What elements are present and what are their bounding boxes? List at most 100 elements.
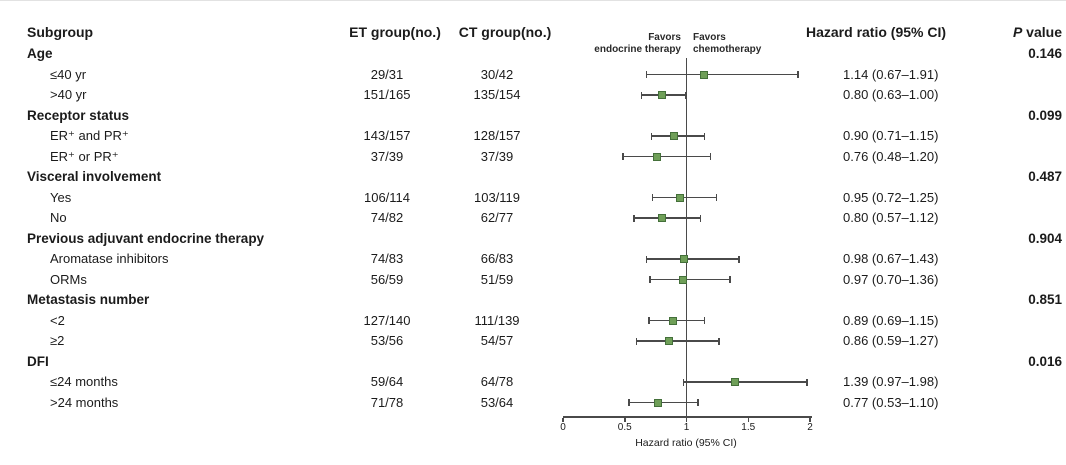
ct-group-value: 62/77 <box>480 210 514 225</box>
x-axis-tick <box>809 417 811 422</box>
subgroup-group-label: Previous adjuvant endocrine therapy <box>27 230 265 246</box>
ci-cap-right <box>699 214 702 222</box>
hr-point-marker <box>680 255 689 263</box>
ci-whisker-line <box>633 217 702 219</box>
ct-group-value: 64/78 <box>480 374 514 389</box>
ci-whisker-line <box>635 340 720 342</box>
ct-group-value: 51/59 <box>480 271 514 287</box>
hazard-ratio-ci-value: 1.14 (0.67–1.91) <box>843 66 939 82</box>
x-axis-tick <box>685 417 688 422</box>
hr-point-marker <box>665 337 674 345</box>
hazard-ratio-ci-value: 0.95 (0.72–1.25) <box>843 189 939 205</box>
ci-cap-right <box>703 132 706 140</box>
column-header-ct-group: CT group(no.) <box>458 24 552 40</box>
favors-chemotherapy-label: Favors chemotherapy <box>693 32 833 56</box>
ci-cap-right <box>715 194 718 201</box>
ct-group-value: 53/64 <box>480 394 514 410</box>
subgroup-item-label: <2 <box>50 312 65 328</box>
hr-point-marker <box>699 70 708 79</box>
x-axis-tick-label: 1.5 <box>741 422 756 433</box>
ci-cap-right <box>703 317 706 324</box>
subgroup-item-label: >40 yr <box>50 87 87 102</box>
ci-whisker-line <box>649 278 731 281</box>
ci-cap-right <box>806 378 808 386</box>
hr-point-marker <box>668 316 677 325</box>
ci-whisker-line <box>682 381 808 383</box>
et-group-value: 56/59 <box>370 271 404 287</box>
column-header-hazard-ratio: Hazard ratio (95% CI) <box>806 24 947 40</box>
group-p-value: 0.851 <box>1028 292 1062 307</box>
hr-point-marker <box>654 398 663 407</box>
hazard-ratio-ci-value: 0.90 (0.71–1.15) <box>843 128 939 143</box>
p-value-header-italic-p: P <box>1012 24 1023 40</box>
x-axis-tick-label: 0 <box>560 422 566 433</box>
favors-chemotherapy-line1: Favors <box>693 32 726 43</box>
et-group-value: 29/31 <box>370 66 404 82</box>
group-p-value: 0.099 <box>1028 107 1062 123</box>
subgroup-group-label: Metastasis number <box>27 292 150 307</box>
subgroup-item-label: ER⁺ or PR⁺ <box>50 148 119 164</box>
subgroup-group-label: DFI <box>27 353 49 369</box>
hazard-ratio-ci-value: 0.80 (0.63–1.00) <box>843 87 939 102</box>
ci-cap-left <box>645 255 648 263</box>
group-p-value: 0.016 <box>1028 353 1062 369</box>
ci-cap-right <box>718 337 720 345</box>
ci-whisker-line <box>645 73 799 76</box>
favors-endocrine-line2: endocrine therapy <box>594 44 681 55</box>
x-axis-line <box>563 416 812 418</box>
ct-group-value: 135/154 <box>473 87 521 102</box>
ct-group-value: 37/39 <box>480 148 514 164</box>
et-group-value: 71/78 <box>370 394 404 410</box>
ci-whisker-line <box>622 155 712 158</box>
ci-cap-left <box>635 337 638 345</box>
ct-group-value: 66/83 <box>480 251 514 266</box>
ct-group-value: 54/57 <box>480 333 514 348</box>
et-group-value: 37/39 <box>370 148 404 164</box>
favors-endocrine-label: Favors endocrine therapy <box>551 32 681 56</box>
p-value-header-rest: value <box>1022 24 1062 40</box>
x-axis-tick <box>747 417 749 422</box>
hr-point-marker <box>730 378 739 386</box>
ci-cap-left <box>633 214 635 222</box>
ci-cap-left <box>640 91 643 99</box>
subgroup-item-label: ≤40 yr <box>50 66 87 82</box>
ct-group-value: 30/42 <box>480 66 514 82</box>
ci-cap-left <box>682 378 685 386</box>
ci-cap-right <box>738 255 740 263</box>
et-group-value: 53/56 <box>370 333 404 348</box>
x-axis-tick-label: 0.5 <box>617 422 632 433</box>
ci-cap-right <box>797 71 799 78</box>
hr-point-marker <box>652 152 661 161</box>
hr-point-marker <box>678 275 687 284</box>
reference-line-hr-1 <box>685 58 688 416</box>
x-axis-title: Hazard ratio (95% CI) <box>635 437 737 449</box>
et-group-value: 151/165 <box>363 87 411 102</box>
et-group-value: 74/82 <box>370 210 404 225</box>
ct-group-value: 111/139 <box>474 312 520 328</box>
group-p-value: 0.487 <box>1028 169 1062 184</box>
subgroup-item-label: ≤24 months <box>50 374 118 389</box>
hr-point-marker <box>657 91 666 99</box>
ci-cap-right <box>685 91 687 99</box>
et-group-value: 59/64 <box>370 374 404 389</box>
subgroup-item-label: ≥2 <box>50 333 65 348</box>
ci-cap-right <box>697 399 699 406</box>
subgroup-group-label: Age <box>27 46 53 61</box>
hazard-ratio-ci-value: 1.39 (0.97–1.98) <box>843 374 939 389</box>
hazard-ratio-ci-value: 0.76 (0.48–1.20) <box>843 148 939 164</box>
column-header-et-group: ET group(no.) <box>349 24 441 40</box>
subgroup-item-label: >24 months <box>50 394 119 410</box>
subgroup-item-label: Aromatase inhibitors <box>50 251 169 266</box>
hr-point-marker <box>676 193 685 202</box>
ci-cap-right <box>709 153 712 160</box>
favors-chemotherapy-line2: chemotherapy <box>693 44 762 55</box>
ci-cap-left <box>651 194 654 201</box>
ct-group-value: 128/157 <box>473 128 521 143</box>
x-axis-tick-label: 2 <box>807 422 813 433</box>
et-group-value: 127/140 <box>363 312 411 328</box>
subgroup-item-label: No <box>50 210 67 225</box>
subgroup-item-label: ORMs <box>50 271 87 287</box>
